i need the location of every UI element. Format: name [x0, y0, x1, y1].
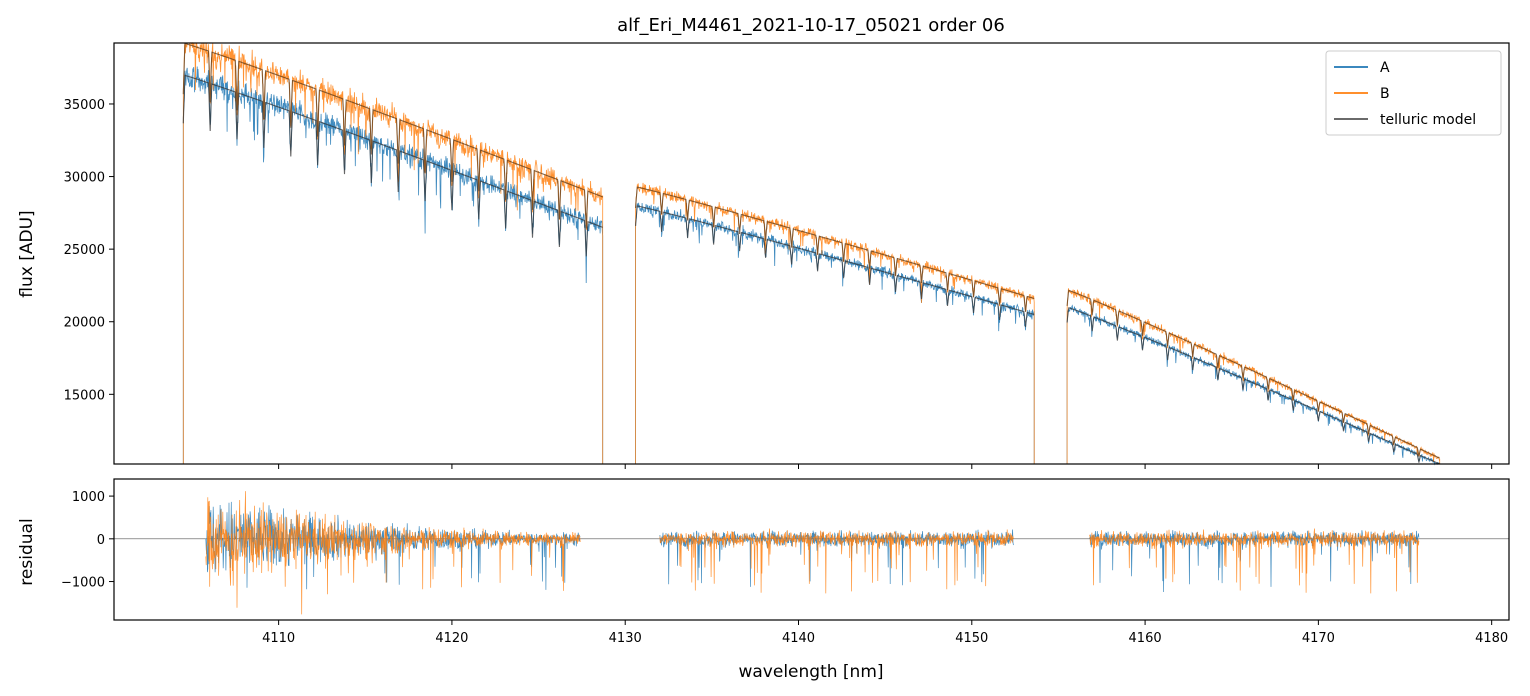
y-axis-label-flux: flux [ADU] [17, 210, 37, 297]
chart-title: alf_Eri_M4461_2021-10-17_05021 order 06 [617, 15, 1005, 36]
top-y-tick-label: 15000 [64, 388, 105, 403]
x-axis-label-wavelength: wavelength [nm] [738, 662, 883, 682]
residual-x-tick-label: 4110 [262, 631, 295, 646]
legend: A B telluric model [1325, 50, 1502, 136]
top-plot-frame [113, 42, 1510, 465]
residual-x-tick-label: 4150 [955, 631, 988, 646]
residual-y-tick-label: 1000 [72, 490, 105, 505]
residual-x-tick-label: 4140 [782, 631, 815, 646]
top-y-tick-label: 35000 [64, 98, 105, 113]
legend-label-telluric: telluric model [1380, 112, 1476, 128]
residual-y-tick-label: 0 [97, 533, 105, 548]
residual-series-b-line [205, 491, 581, 615]
residual-series-b-line [1089, 528, 1420, 594]
residual-x-tick-label: 4160 [1129, 631, 1162, 646]
legend-label-a: A [1380, 60, 1390, 76]
telluric-model-b-line [182, 42, 603, 229]
telluric-model-a-line [1066, 307, 1440, 465]
residual-y-tick-label: −1000 [61, 576, 105, 591]
top-y-tick-label: 30000 [64, 171, 105, 186]
y-axis-label-residual: residual [17, 518, 37, 585]
telluric-model-b-line [1066, 289, 1440, 459]
residual-x-tick-label: 4120 [435, 631, 468, 646]
telluric-model-b-line [635, 186, 1035, 312]
legend-label-b: B [1380, 86, 1390, 102]
top-y-tick-label: 25000 [64, 243, 105, 258]
series-b-line [635, 182, 1035, 464]
top-y-tick-label: 20000 [64, 316, 105, 331]
residual-series-b-line [659, 528, 1014, 594]
telluric-model-a-line [635, 205, 1035, 328]
residual-plot-frame [113, 478, 1510, 621]
series-b-line [1066, 288, 1441, 464]
residual-plot-data [114, 491, 1509, 615]
residual-x-tick-label: 4130 [609, 631, 642, 646]
residual-x-tick-label: 4180 [1475, 631, 1508, 646]
series-a-line [635, 202, 1035, 464]
legend-box [1325, 50, 1502, 136]
axis-ticks: 15000 20000 25000 30000 35000 4110 4120 4130 414… [61, 98, 1508, 646]
top-plot-data [182, 41, 1441, 466]
residual-x-tick-label: 4170 [1302, 631, 1335, 646]
series-a-line [1066, 304, 1441, 466]
telluric-model-a-line [182, 74, 603, 257]
